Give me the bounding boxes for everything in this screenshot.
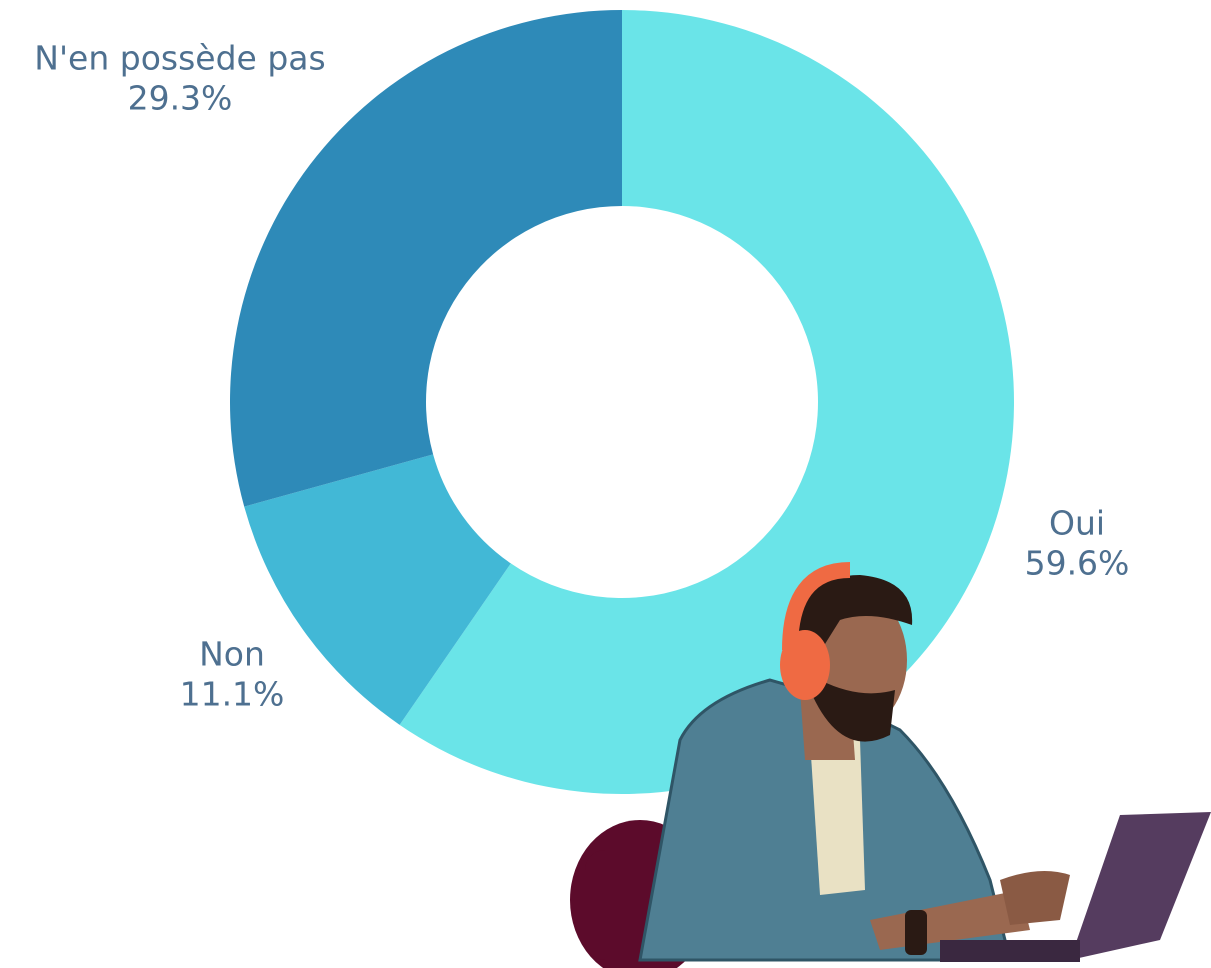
slice-label: Oui — [1049, 504, 1105, 543]
laptop — [1070, 812, 1211, 960]
watch — [905, 910, 927, 955]
slice-label: N'en possède pas — [34, 39, 325, 78]
value-label: 11.1% — [180, 675, 285, 714]
fist — [1000, 871, 1070, 925]
laptop-base — [940, 940, 1080, 962]
donut-slice — [230, 10, 622, 507]
slice-label: Non — [199, 635, 265, 674]
value-label: 29.3% — [128, 79, 233, 118]
value-label: 59.6% — [1025, 544, 1130, 583]
chart: Oui59.6% Non11.1% N'en possède pas29.3% — [0, 0, 1211, 968]
headphone-cup — [780, 630, 830, 700]
